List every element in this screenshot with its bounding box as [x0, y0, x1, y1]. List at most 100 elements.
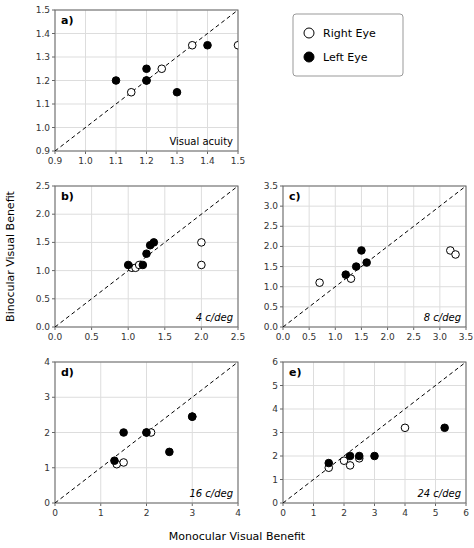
panel: 0.00.51.01.52.02.50.00.51.01.52.02.5b)4 …	[36, 181, 245, 342]
tick-label: 0.5	[36, 294, 50, 304]
point	[143, 77, 151, 85]
tick-label: 0.0	[264, 322, 279, 332]
panel-annotation: Visual acuity	[169, 136, 233, 147]
identity-line	[283, 362, 466, 503]
grid-line	[201, 186, 202, 327]
plot-area	[55, 362, 238, 503]
grid-line	[91, 186, 92, 327]
point	[120, 459, 128, 467]
legend-box	[293, 14, 403, 76]
tick-label: 5	[272, 381, 278, 391]
tick-label: 0.0	[48, 332, 63, 342]
tick-label: 6	[463, 508, 469, 518]
tick-label: 2.0	[194, 332, 209, 342]
tick-label: 0	[272, 498, 278, 508]
point	[342, 271, 350, 279]
tick-label: 3	[372, 508, 378, 518]
tick-label: 1.0	[264, 282, 279, 292]
tick-label: 2.5	[407, 332, 421, 342]
point	[325, 459, 333, 467]
tick-label: 1.1	[109, 156, 123, 166]
point	[316, 279, 324, 287]
tick-label: 0.5	[84, 332, 98, 342]
tick-label: 0.0	[36, 322, 51, 332]
tick-label: 2	[44, 428, 50, 438]
plot-frame	[55, 186, 238, 327]
point	[166, 448, 174, 456]
tick-label: 0.0	[276, 332, 291, 342]
tick-label: 1.3	[170, 156, 184, 166]
point	[143, 65, 151, 73]
tick-label: 1	[98, 508, 104, 518]
grid-line	[283, 286, 466, 287]
grid-line	[439, 186, 440, 327]
point	[355, 452, 363, 460]
grid-line	[283, 206, 466, 207]
plot-area	[55, 186, 238, 327]
tick-label: 4	[44, 357, 50, 367]
point	[234, 41, 238, 49]
tick-label: 1	[311, 508, 317, 518]
tick-label: 3	[44, 392, 50, 402]
grid-line	[283, 246, 466, 247]
tick-label: 3.5	[264, 181, 278, 191]
point	[111, 457, 119, 465]
grid-line	[283, 409, 466, 410]
tick-label: 1.0	[328, 332, 343, 342]
point	[188, 41, 196, 49]
grid-line	[283, 306, 466, 307]
plot-frame	[55, 10, 238, 151]
point	[401, 424, 409, 432]
point	[204, 41, 212, 49]
tick-label: 1	[272, 475, 278, 485]
tick-label: 2.0	[264, 241, 279, 251]
tick-label: 1.4	[36, 29, 51, 39]
tick-label: 1.4	[200, 156, 215, 166]
tick-label: 1	[44, 463, 50, 473]
tick-label: 2.5	[264, 221, 278, 231]
tick-label: 0	[52, 508, 58, 518]
point	[127, 88, 135, 96]
grid-line	[55, 127, 238, 128]
tick-label: 2.0	[380, 332, 395, 342]
tick-label: 0.9	[48, 156, 63, 166]
identity-line	[283, 186, 466, 327]
point	[452, 251, 460, 259]
tick-label: 1.2	[139, 156, 153, 166]
tick-label: 3.0	[433, 332, 448, 342]
tick-label: 4	[235, 508, 241, 518]
grid-line	[387, 186, 388, 327]
marks	[55, 362, 238, 503]
point	[352, 263, 360, 271]
marks	[55, 186, 238, 327]
grid-line	[55, 57, 238, 58]
grid-line	[55, 467, 238, 468]
tick-label: 1.0	[78, 156, 93, 166]
tick-label: 1.5	[264, 262, 278, 272]
grid-line	[335, 186, 336, 327]
panel-annotation: 24 c/deg	[417, 488, 461, 499]
point	[112, 77, 120, 85]
point	[124, 261, 132, 269]
plot-frame	[283, 362, 466, 503]
tick-label: 1.5	[354, 332, 368, 342]
grid-line	[413, 186, 414, 327]
panel: 0.00.51.01.52.02.53.03.50.00.51.01.52.02…	[264, 181, 473, 342]
panel-title: d)	[61, 366, 74, 379]
point	[346, 452, 354, 460]
plot-area	[283, 362, 466, 503]
point	[120, 429, 128, 437]
tick-label: 1.5	[158, 332, 172, 342]
tick-label: 2	[341, 508, 347, 518]
x-axis-label: Monocular Visual Benefit	[169, 530, 306, 543]
panel-title: e)	[289, 366, 302, 379]
plot-frame	[283, 186, 466, 327]
tick-label: 2.5	[231, 332, 245, 342]
tick-label: 1.5	[36, 237, 50, 247]
tick-label: 3.0	[264, 201, 279, 211]
point	[188, 413, 196, 421]
point	[143, 77, 151, 85]
point	[363, 259, 371, 267]
point	[139, 261, 147, 269]
panel-title: a)	[61, 14, 73, 27]
